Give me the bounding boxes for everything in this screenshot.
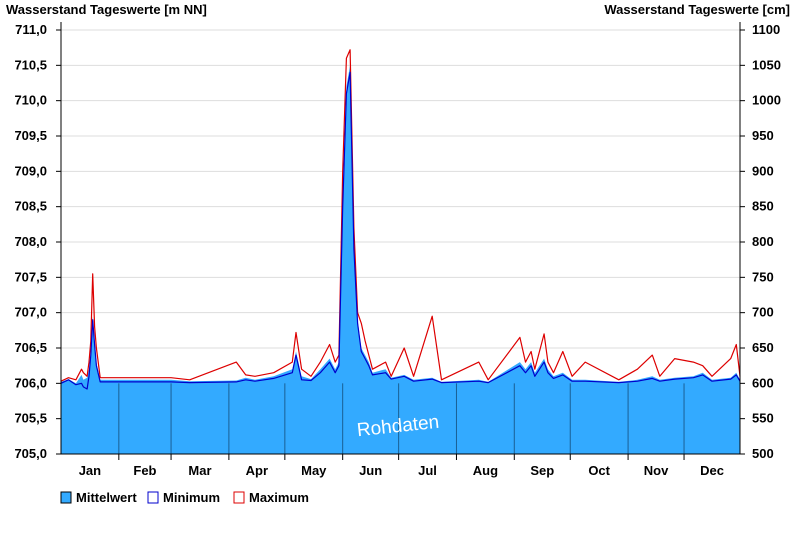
title-right: Wasserstand Tageswerte [cm] — [604, 2, 790, 17]
y-left-tick-label: 710,0 — [14, 93, 47, 108]
y-left-tick-label: 709,5 — [14, 128, 47, 143]
y-right-tick-label: 600 — [752, 375, 774, 390]
x-tick-label: Sep — [530, 463, 554, 478]
legend-swatch-mittelwert[interactable] — [60, 491, 72, 504]
legend-swatch-maximum[interactable] — [233, 491, 245, 504]
y-left-tick-label: 709,0 — [14, 163, 47, 178]
y-left-tick-label: 705,0 — [14, 446, 47, 461]
x-tick-label: Nov — [644, 463, 669, 478]
y-right-tick-label: 1050 — [752, 57, 781, 72]
series-minimum-line — [60, 71, 741, 390]
y-axis-right-ticks: 500 550 600 650 700 750 800 850 900 950 1000 1050 11… — [740, 22, 781, 461]
y-right-tick-label: 550 — [752, 411, 774, 426]
x-tick-label: Apr — [246, 463, 268, 478]
y-right-tick-label: 800 — [752, 234, 774, 249]
y-left-tick-label: 711,0 — [15, 22, 47, 37]
plot-series — [60, 49, 741, 455]
month-separators — [118, 383, 685, 454]
axes — [60, 22, 741, 455]
y-left-tick-label: 708,0 — [14, 234, 47, 249]
legend-label-minimum: Minimum — [163, 490, 220, 505]
x-tick-label: Jan — [79, 463, 101, 478]
x-tick-label: Oct — [588, 463, 610, 478]
y-left-tick-label: 707,0 — [14, 305, 47, 320]
y-left-tick-label: 708,5 — [14, 199, 47, 214]
x-tick-label: May — [301, 463, 327, 478]
y-right-tick-label: 650 — [752, 340, 774, 355]
x-tick-label: Jun — [359, 463, 382, 478]
legend-label-mittelwert: Mittelwert — [76, 490, 137, 505]
legend-swatch-minimum[interactable] — [147, 491, 159, 504]
y-left-tick-label: 706,0 — [14, 375, 47, 390]
y-right-tick-label: 500 — [752, 446, 774, 461]
series-maximum-line — [60, 49, 741, 382]
y-left-tick-label: 705,5 — [14, 411, 47, 426]
x-tick-label: Mar — [188, 463, 211, 478]
y-left-tick-label: 706,5 — [14, 340, 47, 355]
legend: Mittelwert Minimum Maximum — [60, 490, 309, 505]
y-right-tick-label: 750 — [752, 269, 774, 284]
x-tick-label: Dec — [700, 463, 724, 478]
x-tick-label: Jul — [418, 463, 437, 478]
series-mittelwert-area — [61, 65, 740, 455]
legend-label-maximum: Maximum — [249, 490, 309, 505]
y-left-tick-label: 710,5 — [14, 57, 47, 72]
grid-lines — [61, 29, 740, 420]
y-right-tick-label: 900 — [752, 163, 774, 178]
y-axis-left-ticks: 705,0 705,5 706,0 706,5 707,0 707,5 708,0 708,5… — [14, 22, 61, 461]
x-tick-label: Feb — [133, 463, 156, 478]
x-tick-label: Aug — [473, 463, 498, 478]
x-axis-months: Jan Feb Mar Apr May Jun Jul Aug Sep Oct Nov Dec — [79, 454, 724, 478]
title-left: Wasserstand Tageswerte [m NN] — [6, 2, 207, 17]
y-right-tick-label: 950 — [752, 128, 774, 143]
y-right-tick-label: 700 — [752, 305, 774, 320]
y-right-tick-label: 1100 — [752, 22, 780, 37]
y-right-tick-label: 850 — [752, 199, 774, 214]
y-right-tick-label: 1000 — [752, 93, 781, 108]
y-left-tick-label: 707,5 — [14, 269, 47, 284]
